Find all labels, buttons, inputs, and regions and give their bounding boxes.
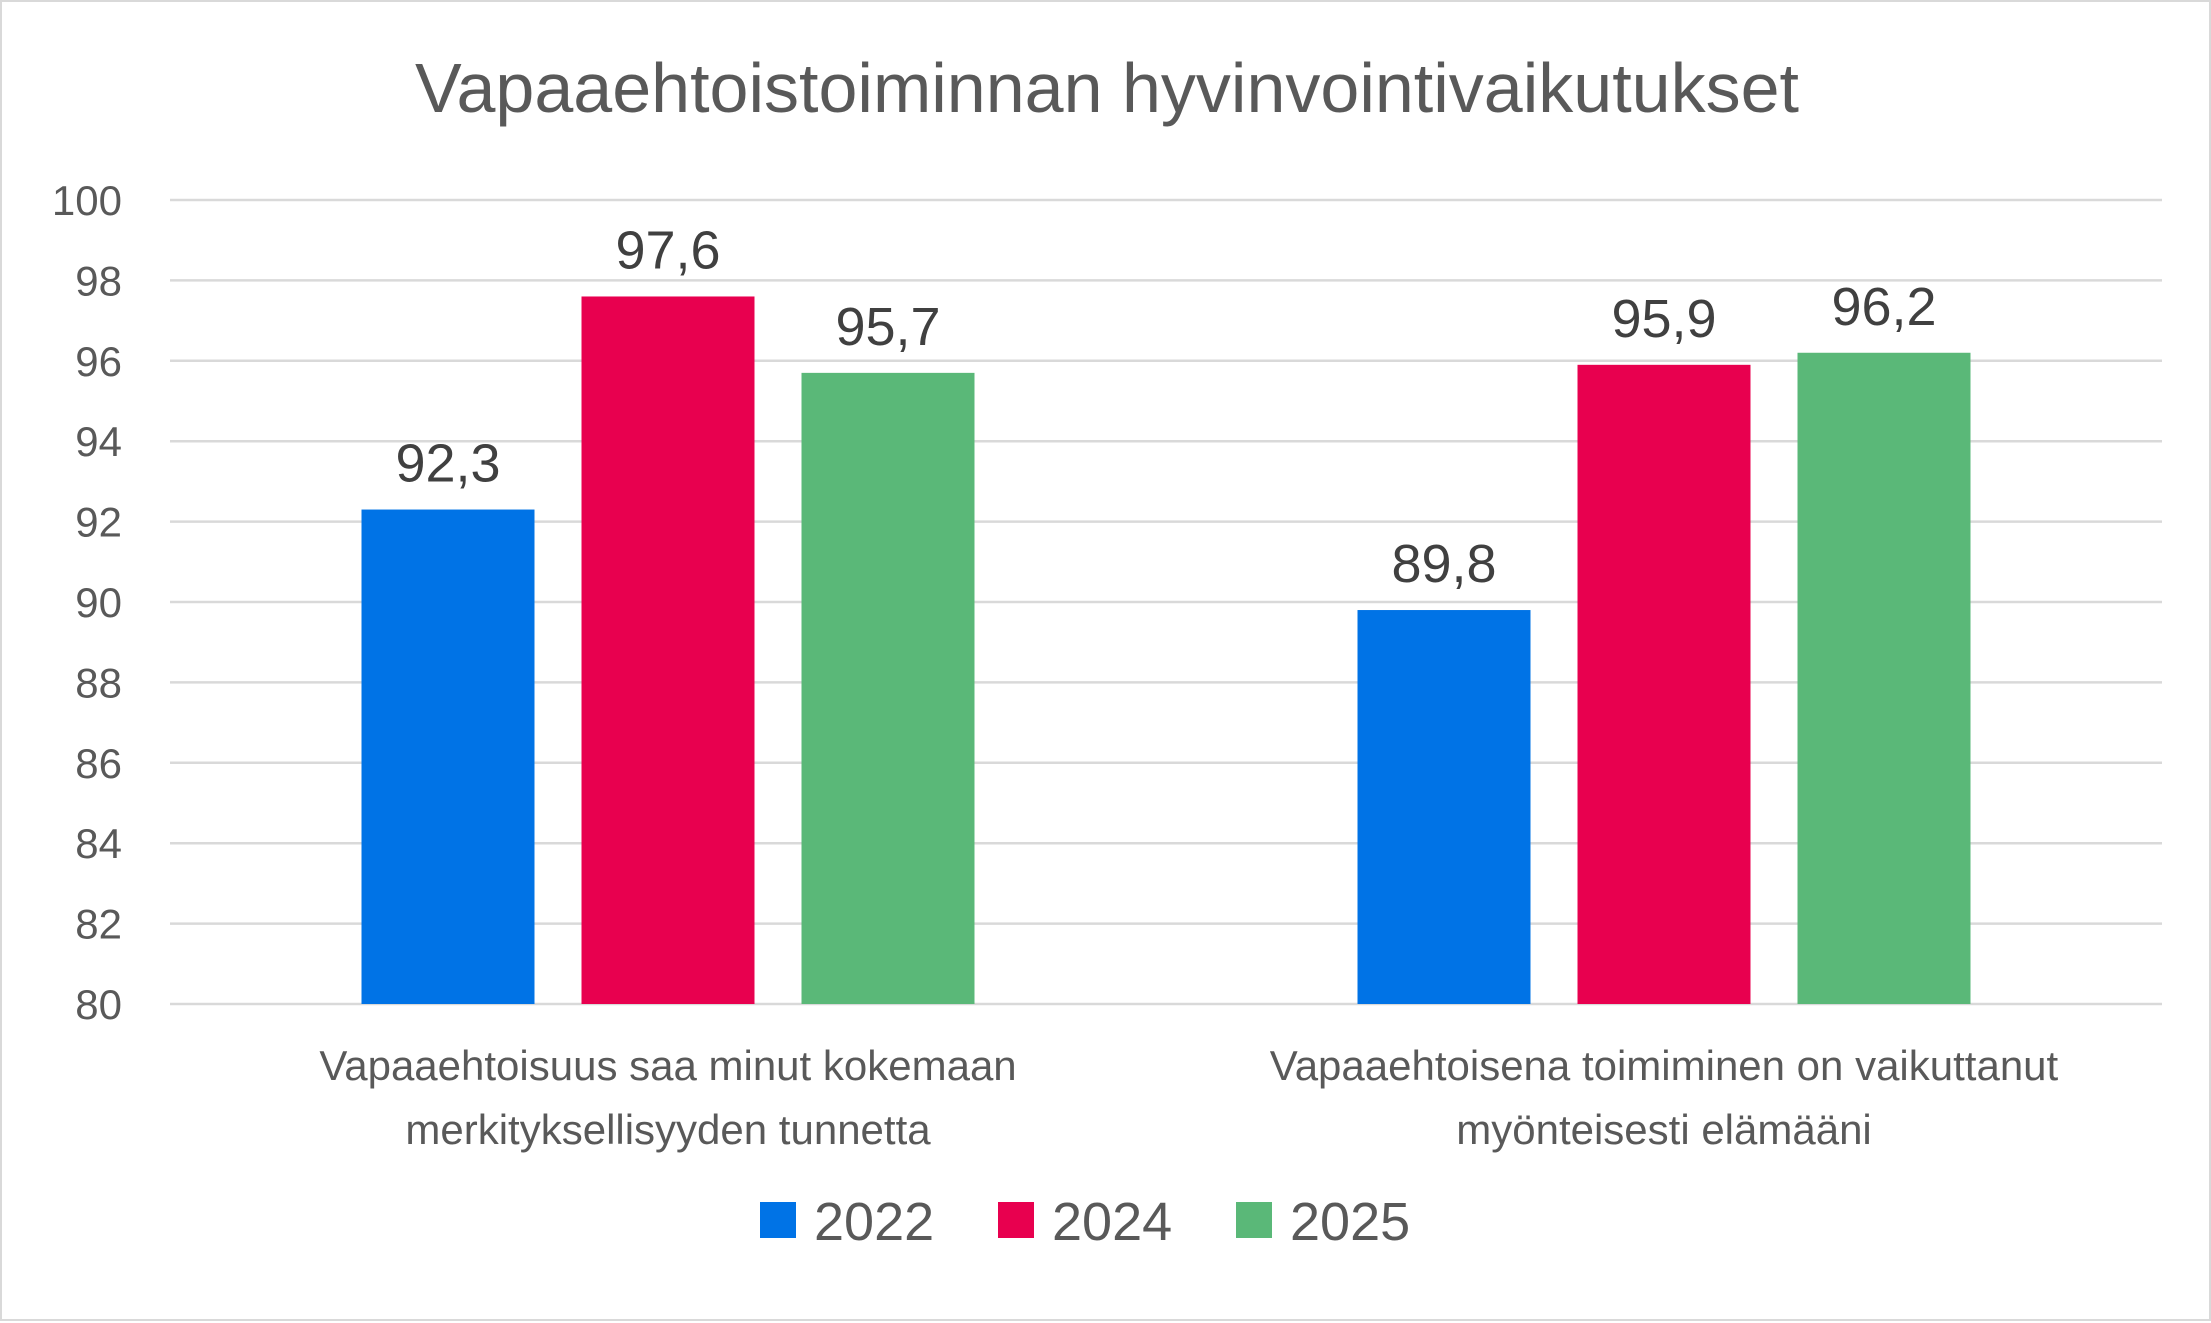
y-tick-label: 80 bbox=[75, 981, 122, 1028]
bar-2024-cat2 bbox=[1577, 364, 1751, 1004]
legend-label-2022: 2022 bbox=[814, 1192, 934, 1252]
data-labels: 92,3 97,6 95,7 89,8 95,9 96,2 bbox=[395, 220, 1936, 594]
legend-swatch-2025 bbox=[1236, 1202, 1272, 1238]
data-label: 95,7 bbox=[835, 297, 940, 357]
bar-2024-cat1 bbox=[581, 296, 755, 1005]
y-tick-label: 86 bbox=[75, 740, 122, 787]
data-label: 97,6 bbox=[615, 220, 720, 280]
legend-label-2025: 2025 bbox=[1290, 1192, 1410, 1252]
data-label: 95,9 bbox=[1611, 289, 1716, 349]
legend-swatch-2024 bbox=[998, 1202, 1034, 1238]
y-tick-label: 94 bbox=[75, 418, 122, 465]
category-label: Vapaaehtoisuus saa minut kokemaan bbox=[319, 1042, 1016, 1089]
bar-2025-cat1 bbox=[801, 372, 975, 1004]
category-label: Vapaaehtoisena toimiminen on vaikuttanut bbox=[1270, 1042, 2059, 1089]
legend-label-2024: 2024 bbox=[1052, 1192, 1172, 1252]
y-axis-ticks: 80 82 84 86 88 90 92 94 96 98 100 bbox=[52, 177, 122, 1028]
y-tick-label: 82 bbox=[75, 901, 122, 948]
y-tick-label: 90 bbox=[75, 579, 122, 626]
category-label: merkityksellisyyden tunnetta bbox=[405, 1106, 931, 1153]
legend-swatch-2022 bbox=[760, 1202, 796, 1238]
bars bbox=[361, 296, 1971, 1005]
bar-2022-cat1 bbox=[361, 509, 535, 1004]
x-axis-categories: Vapaaehtoisuus saa minut kokemaan merkity… bbox=[319, 1042, 2058, 1153]
legend: 2022 2024 2025 bbox=[760, 1192, 1410, 1252]
data-label: 92,3 bbox=[395, 434, 500, 494]
category-label: myönteisesti elämääni bbox=[1456, 1106, 1872, 1153]
bar-2022-cat2 bbox=[1357, 610, 1531, 1004]
chart-title: Vapaaehtoistoiminnan hyvinvointivaikutuk… bbox=[415, 49, 1799, 127]
data-label: 96,2 bbox=[1831, 277, 1936, 337]
y-tick-label: 100 bbox=[52, 177, 122, 224]
y-tick-label: 84 bbox=[75, 820, 122, 867]
y-tick-label: 98 bbox=[75, 257, 122, 304]
y-tick-label: 88 bbox=[75, 659, 122, 706]
bar-2025-cat2 bbox=[1797, 352, 1971, 1004]
y-tick-label: 96 bbox=[75, 338, 122, 385]
data-label: 89,8 bbox=[1391, 534, 1496, 594]
y-tick-label: 92 bbox=[75, 499, 122, 546]
